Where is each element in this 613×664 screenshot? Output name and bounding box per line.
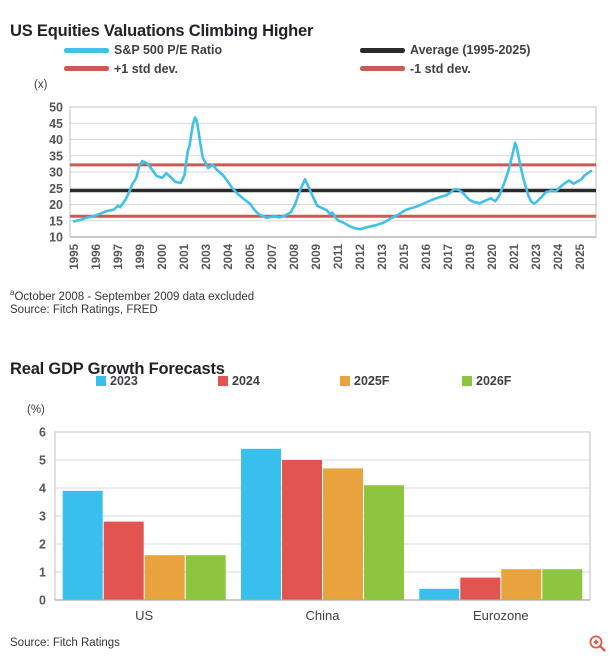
legend-label: S&P 500 P/E Ratio (114, 43, 223, 58)
x-tick-label: 2015 (399, 243, 411, 269)
pe-chart-footnote: aOctober 2008 - September 2009 data excl… (10, 288, 254, 303)
minus-1-std-line-swatch (360, 66, 405, 72)
y-tick-label: 45 (49, 117, 63, 131)
series-2025f-swatch (340, 376, 350, 386)
legend-item-pe-ratio: S&P 500 P/E Ratio (64, 41, 360, 60)
bar-2023-US (62, 490, 103, 600)
y-tick-label: 40 (49, 133, 63, 147)
legend-label: Average (1995-2025) (410, 43, 531, 58)
legend-label: +1 std dev. (114, 61, 179, 76)
x-tick-label: 1997 (113, 244, 125, 270)
x-tick-label: 1996 (91, 244, 103, 270)
y-tick-label: 3 (39, 510, 46, 524)
x-tick-label: 2017 (443, 244, 455, 270)
bar-2024-Eurozone (460, 577, 501, 600)
y-tick-label: 15 (49, 214, 63, 228)
pe-ratio-line-swatch (64, 47, 109, 53)
y-tick-label: 5 (39, 454, 46, 468)
pe-chart-legend: S&P 500 P/E Ratio Average (1995-2025) +1… (64, 41, 604, 78)
pe-chart-title: US Equities Valuations Climbing Higher (10, 22, 314, 41)
bar-2025F-US (144, 555, 185, 600)
x-tick-label: 2019 (465, 244, 477, 270)
y-tick-label: 6 (39, 426, 46, 440)
x-tick-label: 2005 (245, 243, 257, 269)
legend-item-plus-1-std: +1 std dev. (64, 60, 360, 79)
zoom-in-icon[interactable] (588, 634, 607, 653)
x-tick-label: 2001 (179, 243, 191, 269)
x-tick-label: 2016 (421, 244, 433, 270)
gdp-chart-title: Real GDP Growth Forecasts (10, 360, 225, 379)
x-tick-label: 2023 (531, 244, 543, 270)
legend-label: 2023 (110, 374, 138, 388)
footer-row: Source: Fitch Ratings (0, 634, 613, 656)
y-tick-label: 4 (39, 482, 46, 496)
zoom-in-icon-glyph (589, 635, 606, 652)
y-tick-label: 0 (39, 594, 46, 608)
legend-label: 2025F (354, 374, 390, 388)
legend-item-2023: 2023 (96, 374, 218, 388)
x-tick-label: 2007 (267, 244, 279, 270)
pe-chart-source: Source: Fitch Ratings, FRED (10, 304, 158, 316)
footnote-marker: a (10, 288, 15, 297)
legend-label: -1 std dev. (410, 61, 471, 76)
x-tick-label: 2008 (289, 243, 301, 269)
x-tick-label: 1999 (135, 244, 147, 270)
bar-2023-China (241, 448, 281, 600)
legend-label: 2026F (476, 374, 512, 388)
y-tick-label: 30 (49, 166, 63, 180)
bar-2023-Eurozone (419, 588, 460, 600)
pe-chart-unit-label: (x) (34, 79, 48, 91)
gdp-chart-source: Source: Fitch Ratings (10, 637, 120, 649)
category-label: Eurozone (473, 608, 529, 623)
x-tick-label: 2011 (333, 243, 345, 269)
y-tick-label: 1 (39, 566, 46, 580)
x-tick-label: 2021 (509, 243, 521, 269)
gdp-bar-chart: 6 5 4 3 2 1 0 US China Eurozone (39, 426, 591, 623)
bar-2026F-China (364, 485, 404, 600)
y-tick-label: 35 (49, 149, 63, 163)
x-tick-label: 2013 (377, 244, 389, 270)
x-tick-label: 2020 (487, 244, 499, 270)
y-tick-label: 50 (49, 101, 63, 115)
x-tick-label: 2003 (201, 244, 213, 270)
bar-2026F-US (185, 555, 226, 600)
y-tick-label: 2 (39, 538, 46, 552)
legend-item-2026f: 2026F (462, 374, 584, 388)
category-label: China (306, 608, 341, 623)
gdp-chart-unit-label: (%) (27, 404, 45, 416)
plus-1-std-line-swatch (64, 66, 109, 72)
y-tick-label: 25 (49, 182, 63, 196)
series-2023-swatch (96, 376, 106, 386)
legend-item-average: Average (1995-2025) (360, 41, 604, 60)
x-tick-label: 2012 (355, 244, 367, 270)
x-tick-label: 2009 (311, 244, 323, 270)
x-tick-label: 2000 (157, 244, 169, 270)
bar-2024-China (282, 460, 322, 600)
gdp-chart-legend: 2023 2024 2025F 2026F (96, 374, 584, 388)
x-tick-label: 2025 (575, 243, 587, 269)
series-2026f-swatch (462, 376, 472, 386)
series-2024-swatch (218, 376, 228, 386)
bar-2024-US (103, 521, 144, 600)
x-tick-label: 2004 (223, 243, 235, 269)
y-tick-label: 20 (49, 198, 63, 212)
legend-label: 2024 (232, 374, 260, 388)
y-tick-label: 10 (49, 231, 63, 245)
bar-2026F-Eurozone (542, 569, 583, 600)
footnote-text: October 2008 - September 2009 data exclu… (14, 290, 255, 303)
bar-2025F-China (323, 468, 363, 600)
legend-item-minus-1-std: -1 std dev. (360, 60, 604, 79)
x-tick-label: 2024 (553, 243, 565, 269)
average-line-swatch (360, 47, 405, 53)
x-tick-label: 1995 (69, 243, 81, 269)
legend-item-2025f: 2025F (340, 374, 462, 388)
pe-ratio-line (72, 116, 593, 231)
legend-item-2024: 2024 (218, 374, 340, 388)
category-label: US (135, 608, 153, 623)
bar-2025F-Eurozone (501, 569, 542, 600)
